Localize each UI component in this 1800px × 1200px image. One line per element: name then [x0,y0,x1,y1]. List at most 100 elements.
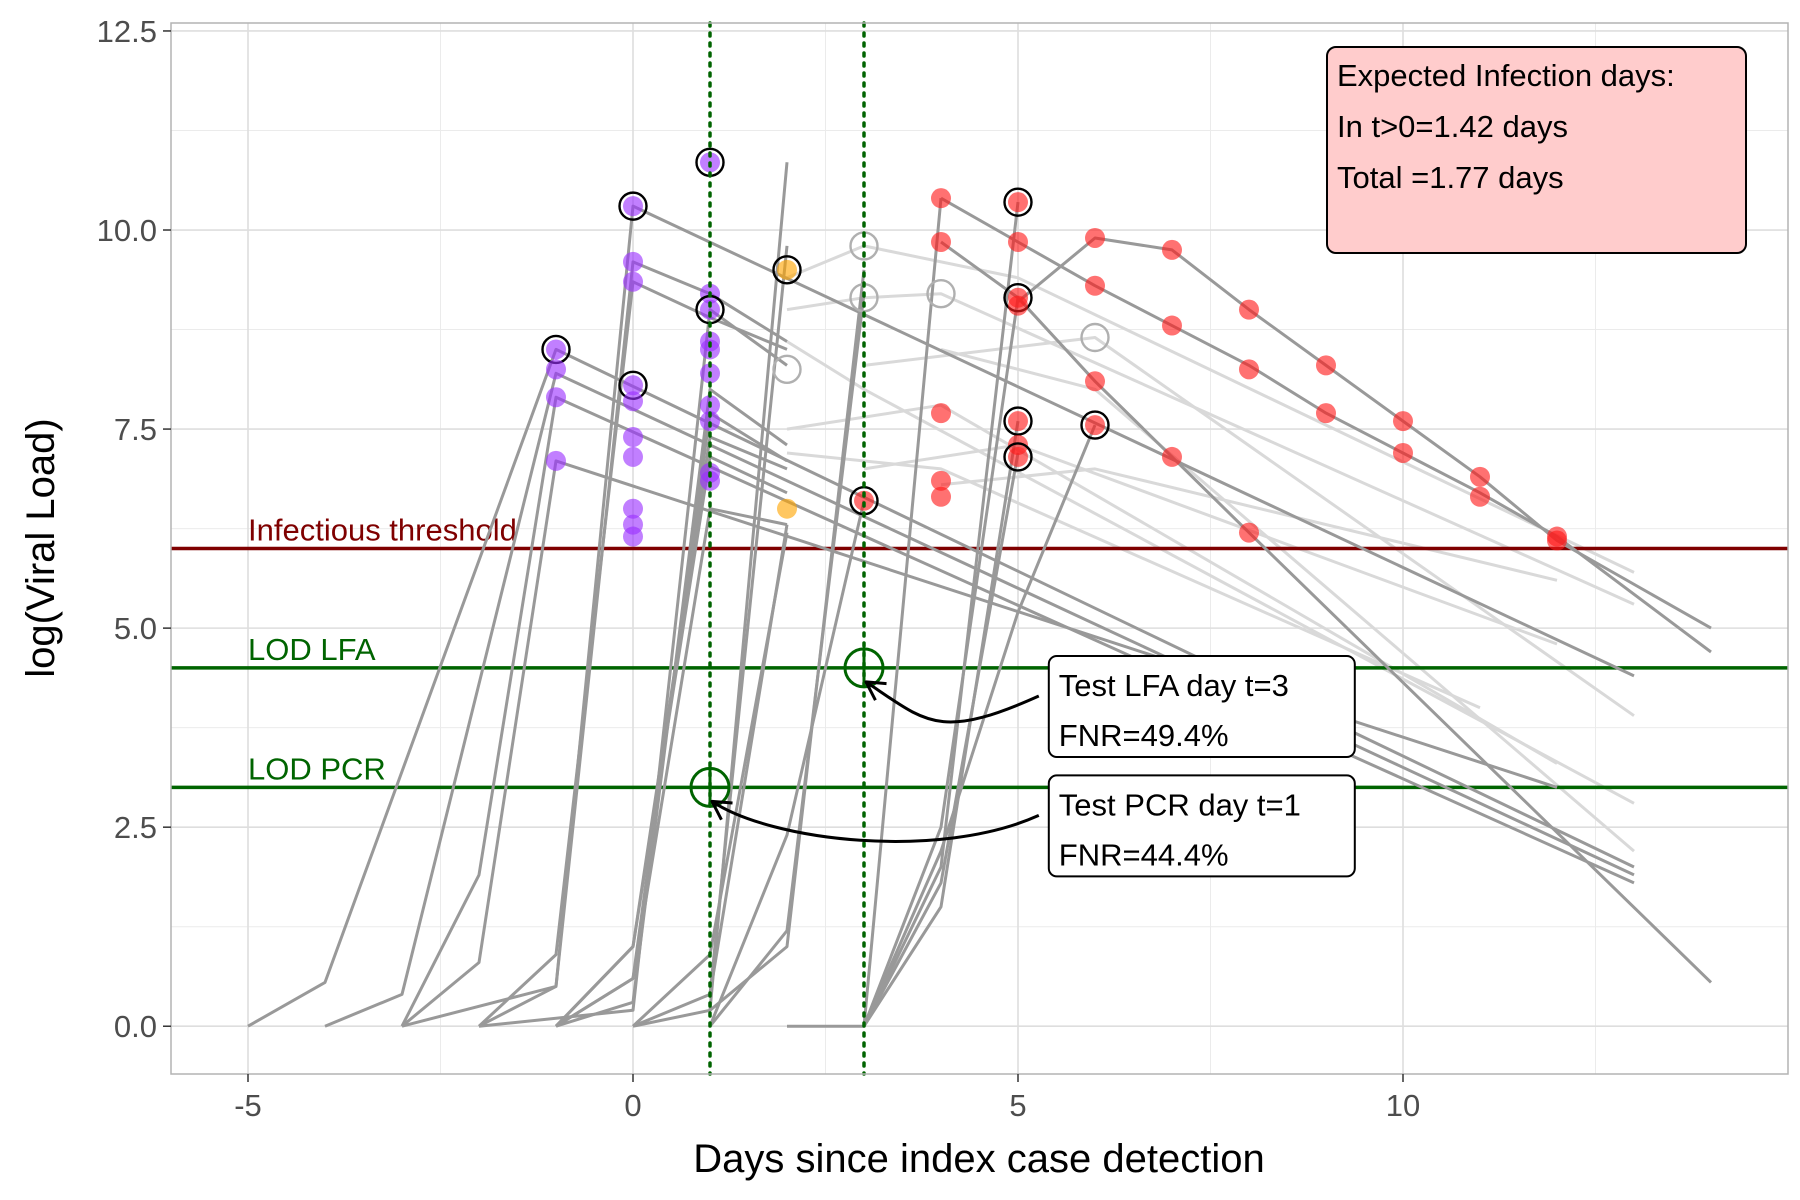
data-point [1085,415,1105,436]
data-point [623,446,643,467]
axes: -5 0 5 10 0.0 2.5 5.0 7.5 10.0 12.5 [97,14,1421,1123]
x-axis-title: Days since index case detection [693,1137,1264,1181]
info-box-text: Total =1.77 days [1337,160,1564,195]
data-point [623,391,643,412]
data-point [854,490,874,511]
data-point [931,470,951,491]
info-box-text: In t>0=1.42 days [1337,109,1568,144]
data-point [623,498,643,519]
annotations: Test LFA day t=3 FNR=49.4% Test PCR day t=… [710,46,1747,878]
data-point [1085,371,1105,392]
data-point-ring [618,191,648,221]
data-point [1008,295,1028,316]
trajectory-line [862,201,1020,1027]
test-day-lines [689,21,885,1076]
data-point [546,387,566,408]
data-point [1008,446,1028,467]
x-tick-label: 5 [1009,1088,1026,1123]
data-point [1470,486,1490,507]
data-point [931,486,951,507]
plot-border [170,22,1789,1075]
trajectory-line-faint [786,451,1481,710]
data-point [700,411,720,432]
threshold-label: LOD LFA [248,632,376,667]
data-point [1239,359,1259,380]
data-point-ring [1003,187,1033,217]
data-point [1470,466,1490,487]
trajectory-line [940,240,1713,984]
annotation-box [1047,654,1356,758]
trajectory-line [708,293,866,1028]
data-point [1162,446,1182,467]
data-point [931,188,951,209]
data-point [623,251,643,272]
data-point [623,427,643,448]
data-point [623,196,643,217]
data-point-ring [926,279,956,309]
data-point-ring [772,354,802,385]
data-point [1239,299,1259,320]
y-axis-title: log(Viral Load) [19,418,63,677]
annotation-box [1047,774,1356,878]
trajectory-line-faint [863,336,1635,717]
data-point [1547,530,1567,551]
threshold-label: LOD PCR [248,751,386,786]
data-point [931,403,951,424]
data-point [777,498,797,519]
y-tick-label: 0.0 [114,1009,157,1044]
annotation-arrowhead [710,799,733,821]
trajectory-line-faint [786,244,1635,574]
data-point-ring [1080,322,1110,353]
data-point [1008,192,1028,213]
data-point [1085,227,1105,248]
data-point-ring [1003,406,1033,436]
trajectory-line [862,452,1020,1027]
x-tick-label: 0 [624,1088,641,1123]
x-tick-label: -5 [234,1088,262,1123]
trajectory-line [324,371,1635,1028]
data-point [546,339,566,360]
data-point-ring [772,255,802,285]
trajectory-line [862,424,1097,1027]
trajectory-line [478,308,788,1028]
data-point [700,470,720,491]
data-point [1162,315,1182,336]
data-point [1316,403,1336,424]
data-point [1008,411,1028,432]
data-point [1393,411,1413,432]
data-point [1393,442,1413,463]
threshold-lines: Infectious threshold LOD LFA LOD PCR [171,513,1788,790]
y-tick-label: 7.5 [114,412,157,447]
y-tick-label: 10.0 [97,213,157,248]
annotation-text: Test LFA day t=3 [1059,668,1289,703]
data-point [623,271,643,292]
y-tick-label: 12.5 [97,14,157,49]
threshold-label: Infectious threshold [248,513,517,548]
trajectory-line [862,297,1020,1027]
data-point-ring [1080,410,1110,440]
data-point-ring [1003,442,1033,472]
data-point [1085,275,1105,296]
trajectory-line [400,395,1635,1027]
data-point [700,299,720,320]
trajectory-line [247,347,1635,1028]
data-point [700,339,720,360]
data-point [1162,239,1182,260]
y-tick-label: 5.0 [114,611,157,646]
annotation-arrowhead [864,680,887,701]
y-tick-label: 2.5 [114,810,157,845]
annotation-arrow [711,800,1040,843]
data-point [546,450,566,471]
data-point [1316,355,1336,376]
trajectory-line [554,455,788,1028]
data-point [931,231,951,252]
info-box [1326,46,1747,254]
trajectory-line [555,507,788,1028]
annotation-text: FNR=49.4% [1059,718,1229,753]
trajectory-line-faint [786,340,1635,805]
annotation-text: FNR=44.4% [1059,837,1229,872]
trajectory-line [401,459,1558,1028]
data-point [1239,522,1259,543]
